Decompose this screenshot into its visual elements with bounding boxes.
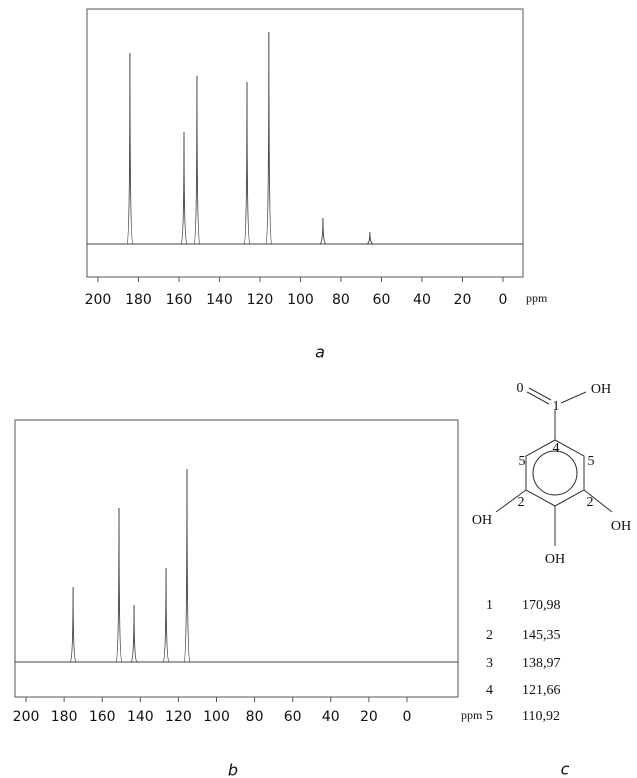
x-tick-label: 140 — [206, 292, 233, 308]
x-tick-label: 80 — [332, 292, 350, 308]
row-shift: 170,98 — [522, 598, 561, 613]
peak — [115, 507, 123, 663]
x-axis-label: ppm — [526, 291, 548, 305]
caption: b — [228, 761, 238, 778]
plot-frame — [14, 419, 459, 698]
x-tick-label: 200 — [13, 709, 40, 725]
x-tick-label: 40 — [322, 709, 340, 725]
atom-label: 0 — [517, 381, 524, 396]
peak — [243, 81, 251, 245]
shift-table: 1 170,98 2 145,35 3 138,97 4 121,66 5 11… — [486, 598, 561, 724]
peak — [319, 217, 327, 245]
x-tick-label: 100 — [287, 292, 314, 308]
peak — [130, 604, 138, 663]
x-tick-label: 180 — [51, 709, 78, 725]
x-tick-label: 40 — [413, 292, 431, 308]
atom-label: 5 — [588, 454, 595, 469]
x-tick-label: 200 — [85, 292, 112, 308]
plot-frame — [86, 8, 524, 278]
peak — [193, 75, 201, 245]
row-index: 1 — [486, 598, 493, 613]
bond — [528, 387, 552, 401]
row-index: 2 — [486, 628, 493, 643]
x-tick-label: 180 — [125, 292, 152, 308]
x-tick-label: 100 — [203, 709, 230, 725]
x-tick-label: 20 — [360, 709, 378, 725]
atom-label: 1 — [553, 399, 560, 414]
row-index: 3 — [486, 656, 493, 671]
bond — [526, 391, 550, 405]
atom-label: OH — [611, 519, 631, 534]
x-tick-label: 80 — [246, 709, 264, 725]
peak — [162, 567, 170, 663]
x-tick-label: 120 — [165, 709, 192, 725]
atom-label: OH — [472, 513, 492, 528]
row-index: 4 — [486, 683, 493, 698]
row-shift: 110,92 — [522, 709, 560, 724]
peak — [265, 31, 273, 245]
x-tick-label: 140 — [127, 709, 154, 725]
bond — [495, 489, 527, 513]
x-tick-label: 120 — [247, 292, 274, 308]
atom-label: 2 — [518, 495, 525, 510]
atom-label: 2 — [587, 495, 594, 510]
x-tick-label: 0 — [402, 709, 411, 725]
peak — [180, 131, 188, 245]
x-tick-label: 60 — [373, 292, 391, 308]
row-index: 5 — [486, 709, 493, 724]
x-tick-label: 60 — [284, 709, 302, 725]
row-shift: 138,97 — [522, 656, 561, 671]
peak — [126, 52, 134, 245]
x-tick-label: 20 — [454, 292, 472, 308]
structure-bonds — [495, 387, 613, 546]
x-tick-label: 0 — [498, 292, 507, 308]
structure-labels: 0 OH 1 4 5 5 2 2 OH OH OH — [472, 381, 631, 567]
x-tick-label: 160 — [89, 709, 116, 725]
row-shift: 121,66 — [522, 683, 561, 698]
bond — [583, 489, 613, 513]
atom-label: 5 — [519, 454, 526, 469]
bond — [560, 391, 587, 404]
atom-label: OH — [545, 552, 565, 567]
caption: a — [315, 343, 325, 362]
row-shift: 145,35 — [522, 628, 561, 643]
atom-label: 4 — [553, 441, 560, 456]
aromatic-circle — [532, 450, 578, 496]
x-tick-label: 160 — [166, 292, 193, 308]
peak — [366, 231, 374, 245]
caption: c — [561, 760, 570, 778]
peak — [183, 468, 191, 663]
x-axis-label: ppm — [461, 708, 483, 722]
peak — [69, 586, 77, 663]
atom-label: OH — [591, 382, 611, 397]
